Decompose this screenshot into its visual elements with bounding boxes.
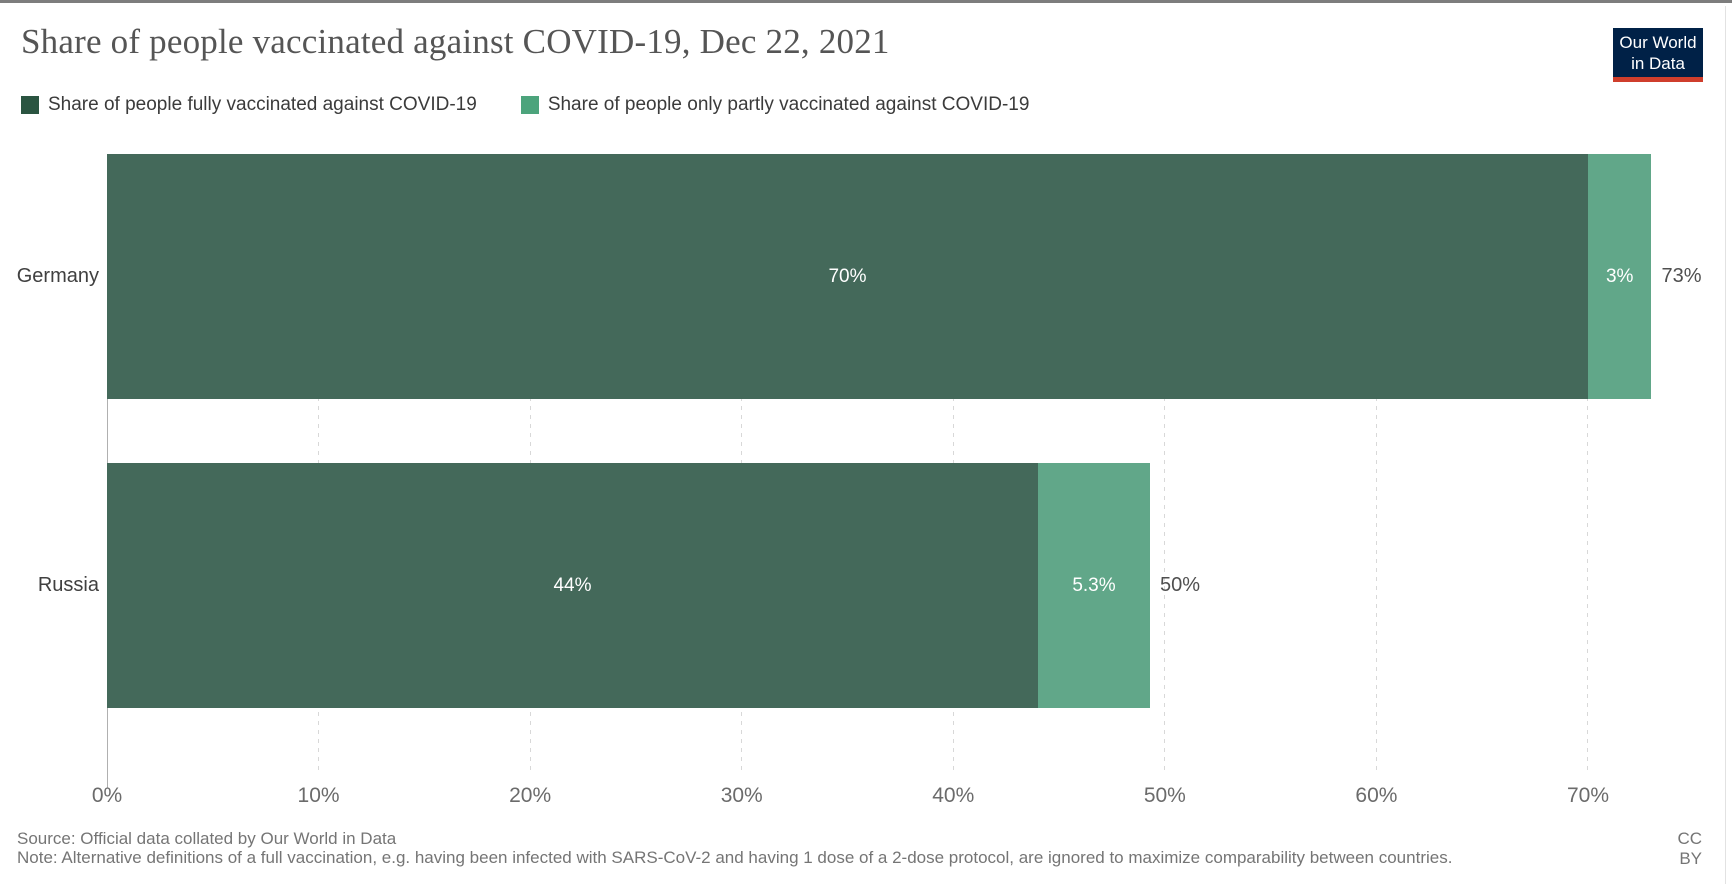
x-tick-label: 60% [1355, 784, 1398, 807]
x-tick-label: 50% [1143, 784, 1186, 807]
gridline-50% [1164, 154, 1166, 772]
bar-germany-fully[interactable] [107, 154, 1588, 399]
country-label-germany: Germany [16, 265, 99, 287]
note-text: Note: Alternative definitions of a full … [17, 848, 1453, 867]
legend-label: Share of people only partly vaccinated a… [547, 94, 1030, 115]
bar-total-label: 50% [1160, 574, 1201, 596]
x-tick-label: 70% [1566, 784, 1609, 807]
x-tick-label: 40% [932, 784, 975, 807]
top-border [0, 0, 1732, 3]
bar-total-label: 73% [1661, 265, 1702, 287]
owid-logo[interactable]: Our World in Data [1613, 28, 1703, 82]
page-title: Share of people vaccinated against COVID… [21, 22, 890, 61]
legend-label: Share of people fully vaccinated against… [48, 94, 477, 115]
source-text: Source: Official data collated by Our Wo… [17, 829, 397, 848]
gridline-60% [1375, 154, 1377, 772]
owid-logo-line1: Our World [1619, 33, 1697, 52]
x-tick-label: 10% [297, 784, 340, 807]
legend-item-0: Share of people fully vaccinated against… [21, 94, 477, 116]
legend-item-1: Share of people only partly vaccinated a… [520, 94, 1030, 116]
legend-swatch-icon [21, 96, 39, 114]
legend: Share of people fully vaccinated against… [21, 94, 1029, 116]
x-tick-label: 20% [509, 784, 552, 807]
bar-germany-partly[interactable] [1587, 154, 1652, 399]
x-tick-label: 30% [720, 784, 763, 807]
x-tick-label: 0% [91, 784, 123, 807]
bar-russia-fully[interactable] [107, 463, 1038, 708]
country-label-russia: Russia [37, 574, 99, 596]
license-badge[interactable]: CC BY [1677, 829, 1702, 868]
gridline-70% [1587, 154, 1589, 772]
bar-russia-partly[interactable] [1037, 463, 1151, 708]
right-border [1725, 6, 1726, 884]
owid-logo-line2: in Data [1631, 54, 1685, 73]
legend-swatch-icon [520, 96, 539, 114]
